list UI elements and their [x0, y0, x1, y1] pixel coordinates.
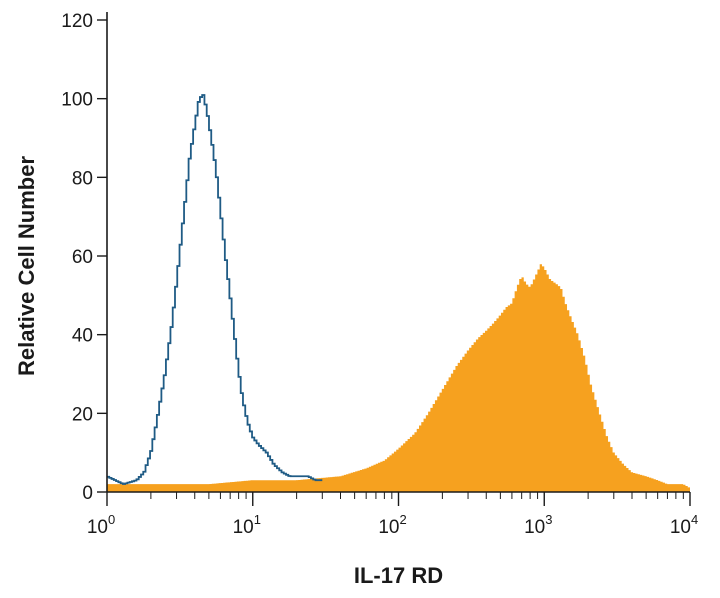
x-tick-label: 100 [87, 512, 115, 538]
labels-layer: 0 20 40 60 80 100 120 100 101 102 103 104 IL-17 RD Re… [14, 11, 698, 588]
axes-layer [106, 12, 690, 493]
outline-histogram-layer [107, 94, 323, 485]
x-tick-label: 104 [670, 512, 698, 538]
y-tick-label: 100 [61, 90, 93, 111]
y-tick-label: 60 [72, 247, 93, 268]
y-axis-title: Relative Cell Number [14, 156, 39, 377]
y-tick-label: 0 [82, 483, 93, 504]
outline-histogram-series [107, 94, 323, 485]
y-tick-label: 120 [61, 11, 93, 32]
x-axis-title: IL-17 RD [354, 563, 443, 588]
filled-histogram-series [107, 264, 690, 492]
y-tick-label: 20 [72, 404, 93, 425]
ticks-layer [97, 19, 691, 506]
filled-histogram-layer [107, 264, 690, 492]
y-tick-label: 80 [72, 168, 93, 189]
x-tick-label: 103 [524, 512, 552, 538]
x-tick-label: 102 [378, 512, 406, 538]
x-tick-label: 101 [233, 512, 261, 538]
y-tick-label: 40 [72, 326, 93, 347]
